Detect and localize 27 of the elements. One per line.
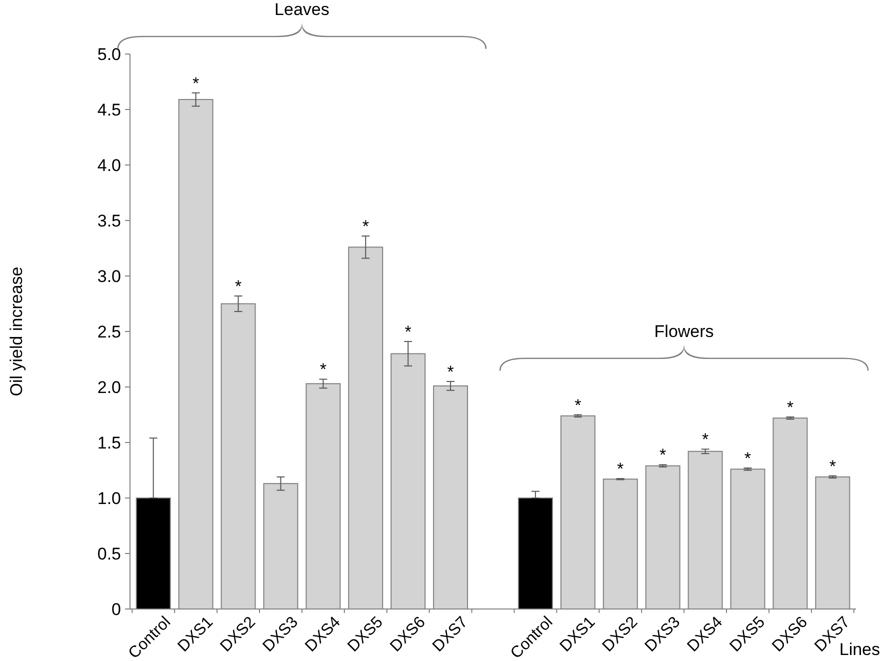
annotation: Flowers [654, 322, 714, 341]
y-tick-label: 4.0 [97, 156, 121, 175]
data-label: * [404, 322, 412, 342]
y-tick-label: 3.5 [97, 211, 121, 230]
data-label: * [192, 74, 200, 93]
y-tick-label: 4.5 [97, 100, 121, 120]
data-label: * [617, 460, 624, 479]
data-label: * [829, 456, 836, 476]
data-label: * [702, 430, 709, 450]
data-label: * [234, 276, 242, 296]
data-label: * [320, 360, 327, 380]
y-tick-label: 0.5 [97, 544, 121, 564]
data-label: * [574, 396, 582, 415]
y-tick-label: 1.5 [97, 433, 121, 452]
data-label: * [660, 446, 667, 465]
y-tick-label: 0 [112, 600, 121, 619]
y-tick-label: 1.0 [97, 488, 121, 508]
y-tick-label: 3.0 [97, 266, 121, 286]
text: Leaves [274, 0, 330, 19]
data-label: * [744, 449, 752, 468]
data-label: * [362, 217, 370, 236]
data-label: * [447, 362, 454, 382]
y-tick-label: 2.5 [97, 322, 121, 342]
y-tick-label: 5.0 [97, 44, 121, 64]
y-axis-title: Oil yield increase [7, 266, 26, 396]
data-label: * [786, 398, 794, 417]
y-tick-label: 2.0 [97, 378, 121, 397]
